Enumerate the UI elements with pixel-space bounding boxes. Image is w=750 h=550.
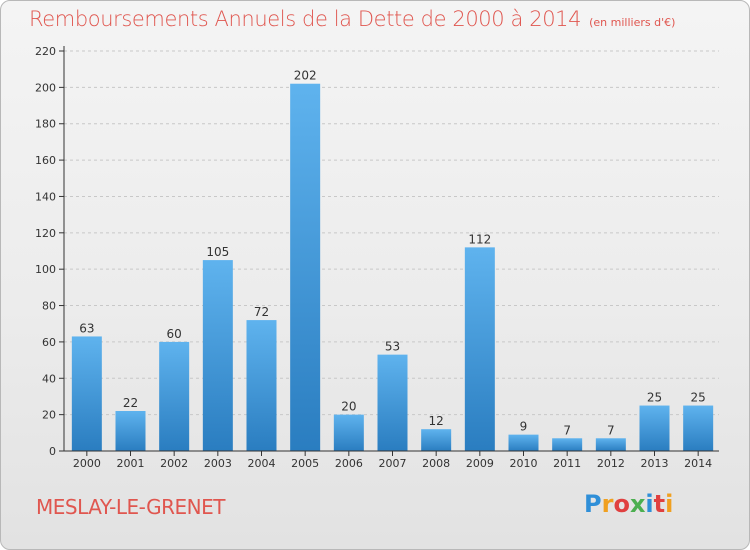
bar-value-label: 25 — [691, 391, 706, 405]
bar — [464, 247, 495, 451]
y-tick-label: 200 — [35, 81, 56, 94]
y-tick-label: 220 — [35, 45, 56, 58]
bar — [508, 434, 539, 451]
bar — [115, 411, 146, 451]
y-tick-label: 0 — [49, 445, 56, 458]
bar — [683, 405, 714, 451]
x-tick-label: 2012 — [597, 457, 625, 470]
y-tick-label: 100 — [35, 263, 56, 276]
bar-value-label: 72 — [254, 305, 269, 319]
x-tick-label: 2003 — [204, 457, 232, 470]
y-tick-label: 160 — [35, 154, 56, 167]
logo-letter: i — [645, 490, 654, 518]
logo-letter: r — [601, 490, 614, 518]
y-tick-label: 20 — [42, 409, 56, 422]
bar-value-label: 20 — [341, 400, 356, 414]
x-tick-label: 2005 — [291, 457, 319, 470]
chart-unit: (en milliers d'€) — [589, 16, 676, 29]
x-tick-label: 2000 — [73, 457, 101, 470]
x-tick-label: 2008 — [422, 457, 450, 470]
bar-value-label: 7 — [563, 423, 571, 437]
bar-value-label: 60 — [167, 327, 182, 341]
logo-letter: x — [629, 490, 646, 518]
bar-value-label: 9 — [520, 420, 528, 434]
x-tick-label: 2007 — [379, 457, 407, 470]
bar — [333, 414, 364, 451]
x-tick-label: 2014 — [684, 457, 712, 470]
logo-letter: i — [665, 490, 674, 518]
y-tick-label: 40 — [42, 372, 56, 385]
proxiti-logo[interactable]: Proxiti — [584, 490, 673, 518]
commune-name: MESLAY-LE-GRENET — [36, 495, 225, 519]
x-tick-label: 2002 — [160, 457, 188, 470]
bar — [552, 438, 583, 451]
bars: 63 22 60 105 72 202 20 53 12 112 9 7 7 25 25 — [71, 69, 714, 452]
bar-value-label: 105 — [206, 245, 229, 259]
chart-title: Remboursements Annuels de la Dette de 20… — [29, 7, 675, 31]
bar — [595, 438, 626, 451]
y-tick-label: 80 — [42, 300, 56, 313]
logo-letter: P — [584, 490, 602, 518]
x-tick-label: 2011 — [553, 457, 581, 470]
bar — [246, 320, 277, 451]
logo-letter: o — [613, 490, 630, 518]
x-tick-label: 2001 — [117, 457, 145, 470]
bar — [202, 260, 233, 451]
bar — [159, 341, 190, 451]
bar-value-label: 22 — [123, 396, 138, 410]
y-tick-label: 140 — [35, 190, 56, 203]
x-tick-label: 2009 — [466, 457, 494, 470]
y-tick-label: 180 — [35, 118, 56, 131]
bar-value-label: 63 — [79, 321, 94, 335]
bar-value-label: 53 — [385, 340, 400, 354]
bar — [421, 429, 452, 451]
y-tick-label: 60 — [42, 336, 56, 349]
bar-value-label: 25 — [647, 391, 662, 405]
x-tick-label: 2010 — [510, 457, 538, 470]
bar — [639, 405, 670, 451]
bar-value-label: 7 — [607, 423, 615, 437]
chart-title-text: Remboursements Annuels de la Dette de 20… — [29, 7, 582, 31]
bar-value-label: 202 — [294, 69, 317, 83]
logo-letter: t — [653, 490, 666, 518]
x-tick-label: 2004 — [248, 457, 276, 470]
x-tick-label: 2013 — [641, 457, 669, 470]
x-tick-label: 2006 — [335, 457, 363, 470]
bar — [71, 336, 102, 451]
bar-value-label: 112 — [468, 232, 491, 246]
bar — [377, 354, 408, 451]
bar — [290, 83, 321, 452]
bar-value-label: 12 — [429, 414, 444, 428]
y-tick-label: 120 — [35, 227, 56, 240]
